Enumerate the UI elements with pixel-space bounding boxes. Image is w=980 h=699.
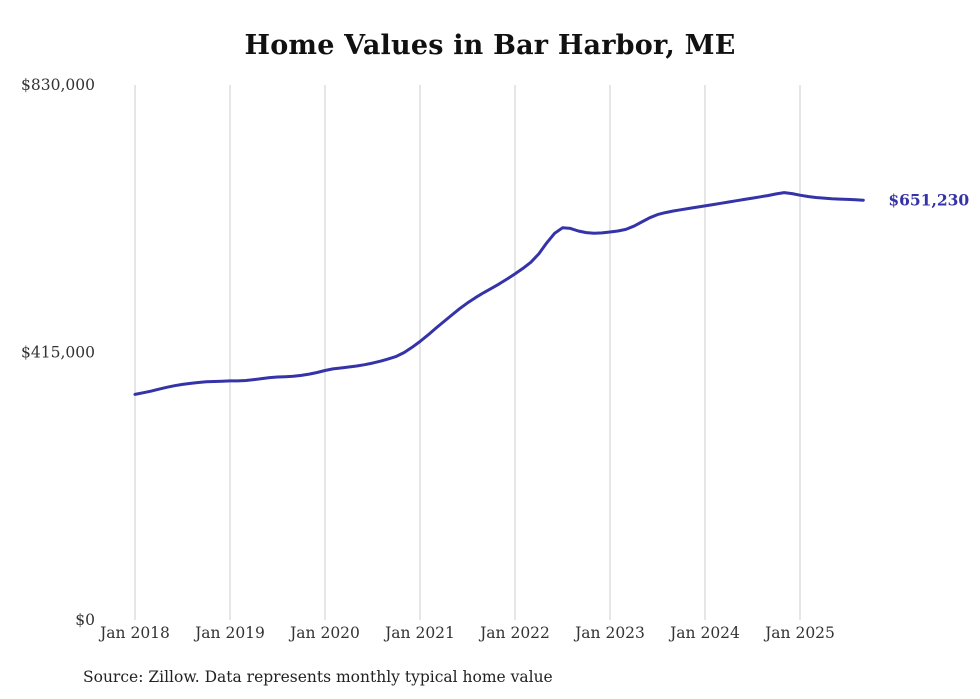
x-axis-tick-labels: Jan 2018 Jan 2019 Jan 2020 Jan 2021 Jan 2022… [98,624,835,642]
x-tick-label: Jan 2018 [98,624,170,642]
y-tick-label: $415,000 [21,344,95,362]
y-tick-label: $830,000 [21,76,95,94]
final-value-label: $651,230 [888,191,969,210]
home-value-line-series [133,191,865,396]
x-tick-label: Jan 2022 [478,624,550,642]
chart-title: Home Values in Bar Harbor, ME [244,30,736,61]
x-tick-label: Jan 2025 [763,624,835,642]
x-tick-label: Jan 2020 [288,624,360,642]
y-axis-tick-labels: $0 $415,000 $830,000 [21,76,95,629]
x-tick-label: Jan 2023 [573,624,645,642]
x-tick-label: Jan 2021 [383,624,455,642]
vertical-gridlines [134,85,801,620]
x-tick-label: Jan 2024 [668,624,740,642]
source-attribution: Source: Zillow. Data represents monthly … [83,668,553,686]
y-tick-label: $0 [75,611,95,629]
x-tick-label: Jan 2019 [193,624,265,642]
